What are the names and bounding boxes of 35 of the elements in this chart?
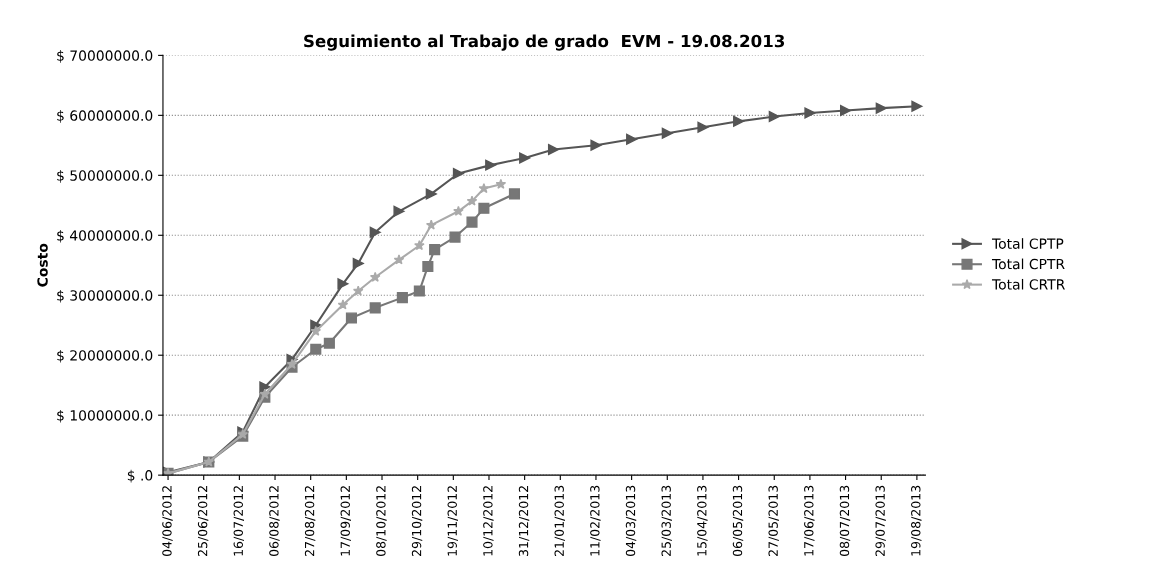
- legend-label: Total CPTP: [991, 238, 1064, 249]
- x-tick-label: 17/06/2013: [804, 485, 815, 556]
- x-tick-label: 27/08/2012: [304, 486, 316, 556]
- x-tick-label: 29/07/2013: [875, 485, 886, 556]
- y-axis-title: Costo: [37, 243, 48, 287]
- x-tick-label: 04/03/2013: [625, 485, 637, 557]
- y-tick-label: $ 60000000.0: [57, 110, 153, 123]
- x-tick-label: 25/03/2013: [661, 485, 672, 556]
- x-tick-label: 15/04/2013: [697, 485, 708, 556]
- x-tick-label: 10/12/2012: [483, 486, 494, 556]
- y-tick-label: $ 70000000.0: [57, 50, 153, 63]
- x-tick-label: 25/06/2012: [197, 486, 209, 556]
- x-tick-label: 17/09/2012: [340, 486, 351, 556]
- x-tick-label: 04/06/2012: [162, 486, 173, 557]
- x-tick-label: 27/05/2013: [768, 485, 779, 556]
- x-tick-label: 16/07/2012: [233, 486, 244, 556]
- y-tick-label: $ 10000000.0: [57, 409, 153, 423]
- legend-label: Total CPTR: [991, 258, 1065, 270]
- y-tick-label: $ 50000000.0: [57, 170, 153, 183]
- x-tick-label: 21/01/2013: [554, 485, 565, 556]
- x-tick-label: 29/10/2012: [411, 486, 423, 556]
- chart-title: Seguimiento al Trabajo de grado EVM - 19.08.2013: [304, 34, 785, 51]
- legend-label: Total CRTR: [991, 278, 1065, 290]
- y-tick-label: $ .0: [127, 469, 153, 483]
- x-tick-label: 06/08/2012: [269, 486, 280, 557]
- x-tick-label: 19/08/2013: [911, 485, 922, 556]
- x-tick-label: 08/10/2012: [376, 486, 387, 557]
- x-tick-label: 19/11/2012: [447, 486, 458, 556]
- x-tick-label: 08/07/2013: [839, 485, 851, 557]
- y-tick-label: $ 40000000.0: [57, 230, 153, 243]
- x-tick-label: 31/12/2012: [518, 486, 530, 556]
- y-tick-label: $ 20000000.0: [57, 349, 153, 363]
- x-tick-label: 06/05/2013: [732, 485, 744, 557]
- x-tick-label: 11/02/2013: [590, 485, 601, 556]
- y-tick-label: $ 30000000.0: [57, 289, 153, 303]
